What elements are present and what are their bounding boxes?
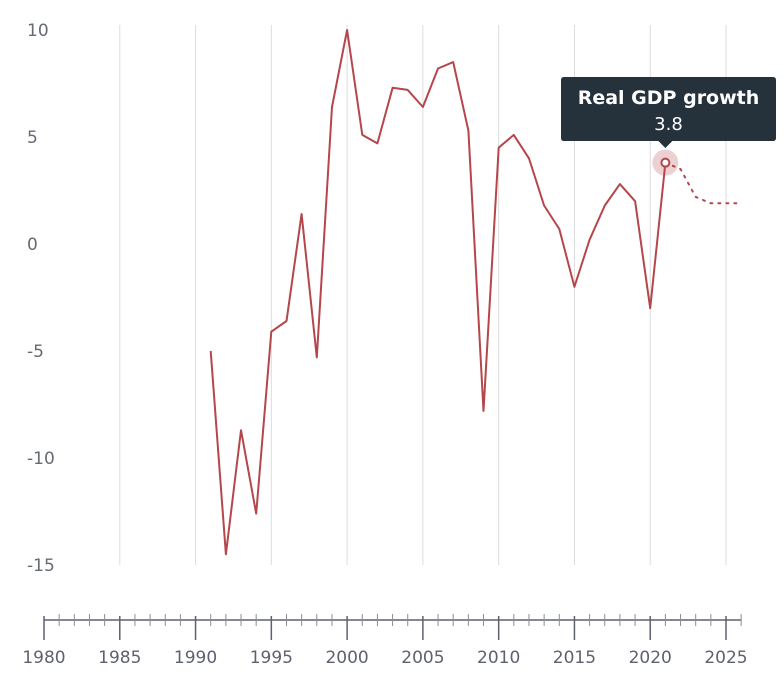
tooltip: Real GDP growth 3.8 — [561, 77, 776, 148]
tooltip-box — [561, 77, 776, 148]
x-tick-label: 1990 — [174, 648, 217, 668]
x-tick-label: 2015 — [553, 648, 596, 668]
y-tick-label: -10 — [27, 449, 55, 469]
x-tick-label: 2020 — [629, 648, 672, 668]
series-layer — [209, 29, 743, 556]
y-tick-label: -15 — [27, 556, 55, 576]
tooltip-title: Real GDP growth — [578, 87, 760, 109]
y-tick-label: 0 — [27, 235, 38, 255]
y-tick-label: -5 — [27, 342, 44, 362]
y-tick-label: 5 — [27, 128, 38, 148]
x-tick-label: 1980 — [22, 648, 65, 668]
x-tick-label: 2005 — [401, 648, 444, 668]
y-axis: 10 5 0 -5 -10 -15 — [27, 21, 55, 576]
x-tick-label: 2025 — [704, 648, 747, 668]
tooltip-value: 3.8 — [654, 114, 683, 135]
x-tick-label: 1995 — [250, 648, 293, 668]
x-tick-label: 1985 — [98, 648, 141, 668]
series-line — [209, 29, 667, 556]
x-axis: 1980 1985 1990 1995 2000 2005 2010 2015 2020 2025 — [22, 614, 748, 668]
projection-line — [664, 161, 743, 205]
x-tick-label: 2010 — [477, 648, 520, 668]
x-tick-label: 2000 — [325, 648, 368, 668]
y-tick-label: 10 — [27, 21, 49, 41]
highlight-point[interactable] — [660, 157, 671, 168]
